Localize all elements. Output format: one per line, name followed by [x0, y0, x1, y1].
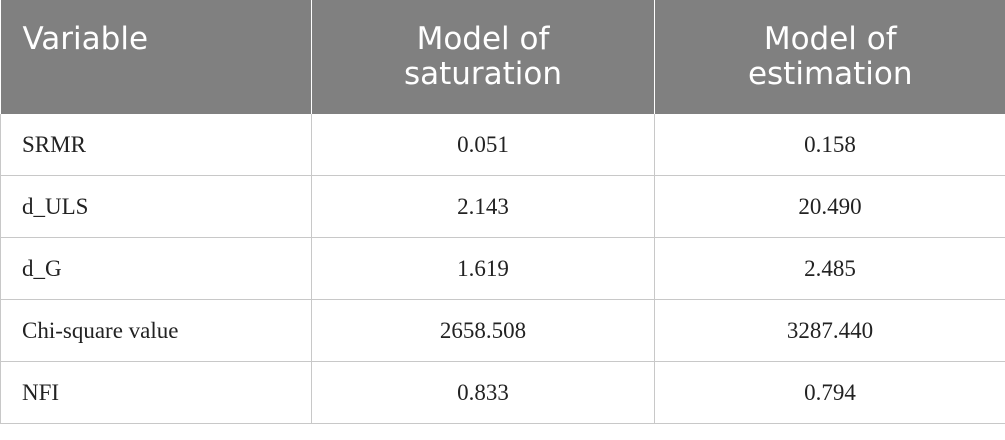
cell-variable: NFI: [0, 361, 312, 424]
cell-variable: d_ULS: [0, 175, 312, 238]
header-row: Variable Model of saturation Model of es…: [0, 0, 1005, 114]
cell-variable: Chi-square value: [0, 299, 312, 362]
header-model-estimation: Model of estimation: [654, 0, 1005, 114]
cell-saturation: 0.051: [311, 114, 655, 176]
table-row: d_ULS 2.143 20.490: [0, 175, 1005, 238]
cell-estimation: 2.485: [654, 237, 1005, 300]
table-row: SRMR 0.051 0.158: [0, 114, 1005, 176]
table-row: d_G 1.619 2.485: [0, 237, 1005, 300]
cell-variable: SRMR: [0, 114, 312, 176]
table-row: Chi-square value 2658.508 3287.440: [0, 299, 1005, 362]
header-model-saturation-line2: saturation: [403, 56, 563, 92]
model-fit-table: Variable Model of saturation Model of es…: [0, 0, 1005, 424]
cell-variable: d_G: [0, 237, 312, 300]
cell-saturation: 2658.508: [311, 299, 655, 362]
table-body: SRMR 0.051 0.158 d_ULS 2.143 20.490 d_G …: [0, 114, 1005, 424]
header-model-saturation: Model of saturation: [311, 0, 655, 114]
cell-saturation: 0.833: [311, 361, 655, 424]
header-model-saturation-line1: Model of: [416, 21, 550, 57]
results-table-container: Variable Model of saturation Model of es…: [0, 0, 1005, 424]
cell-saturation: 2.143: [311, 175, 655, 238]
cell-estimation: 3287.440: [654, 299, 1005, 362]
header-variable: Variable: [0, 0, 312, 114]
header-model-estimation-line1: Model of: [763, 21, 897, 57]
table-header: Variable Model of saturation Model of es…: [0, 0, 1005, 114]
cell-estimation: 20.490: [654, 175, 1005, 238]
table-row: NFI 0.833 0.794: [0, 361, 1005, 424]
header-model-estimation-line2: estimation: [747, 56, 913, 92]
cell-estimation: 0.158: [654, 114, 1005, 176]
cell-saturation: 1.619: [311, 237, 655, 300]
cell-estimation: 0.794: [654, 361, 1005, 424]
